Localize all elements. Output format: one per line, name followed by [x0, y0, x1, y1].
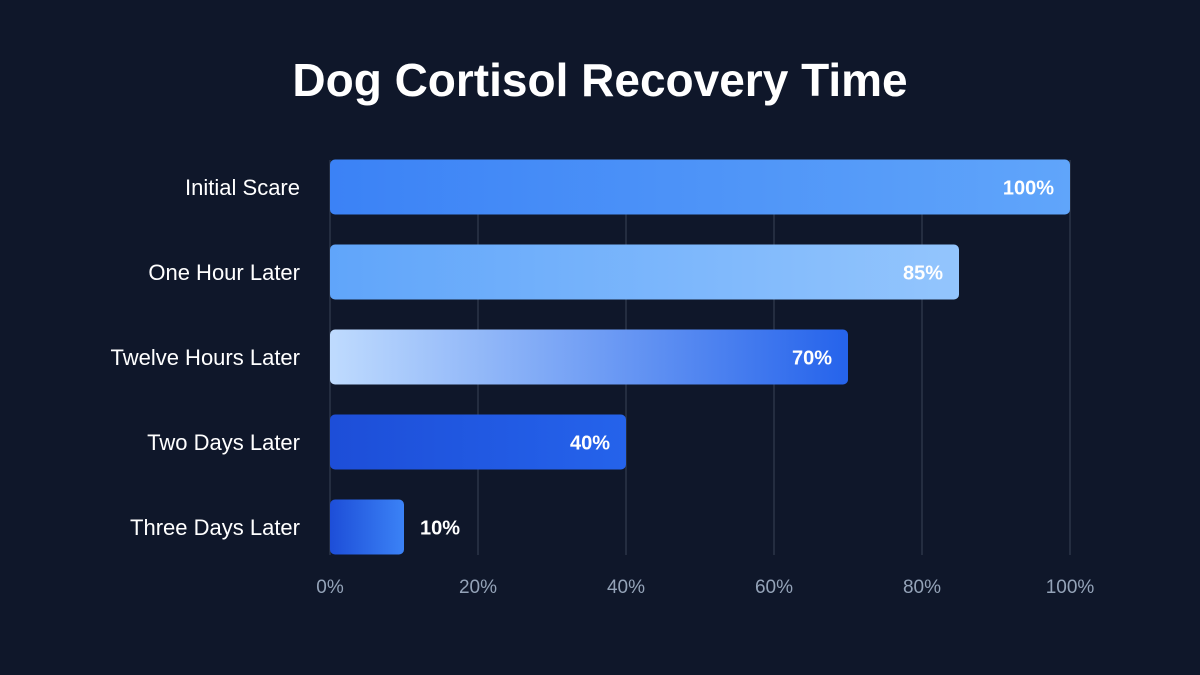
x-tick-label: 80%: [903, 577, 941, 598]
bar: [330, 329, 848, 385]
y-tick-label: One Hour Later: [148, 260, 300, 285]
x-tick-label: 40%: [607, 577, 645, 598]
value-label: 70%: [792, 347, 832, 369]
bar: [330, 499, 404, 555]
y-tick-label: Initial Scare: [185, 175, 300, 200]
value-label: 40%: [570, 432, 610, 454]
bar: [330, 159, 1070, 215]
y-tick-label: Three Days Later: [130, 515, 300, 540]
bar: [330, 244, 959, 300]
bar: [330, 414, 626, 470]
x-tick-label: 60%: [755, 577, 793, 598]
x-tick-label: 100%: [1046, 577, 1095, 598]
x-tick-label: 0%: [316, 577, 344, 598]
x-tick-label: 20%: [459, 577, 497, 598]
value-label: 10%: [420, 517, 460, 539]
value-label: 85%: [903, 262, 943, 284]
value-label: 100%: [1003, 177, 1054, 199]
y-tick-label: Twelve Hours Later: [110, 345, 300, 370]
y-tick-label: Two Days Later: [147, 430, 300, 455]
chart-title: Dog Cortisol Recovery Time: [292, 54, 907, 106]
